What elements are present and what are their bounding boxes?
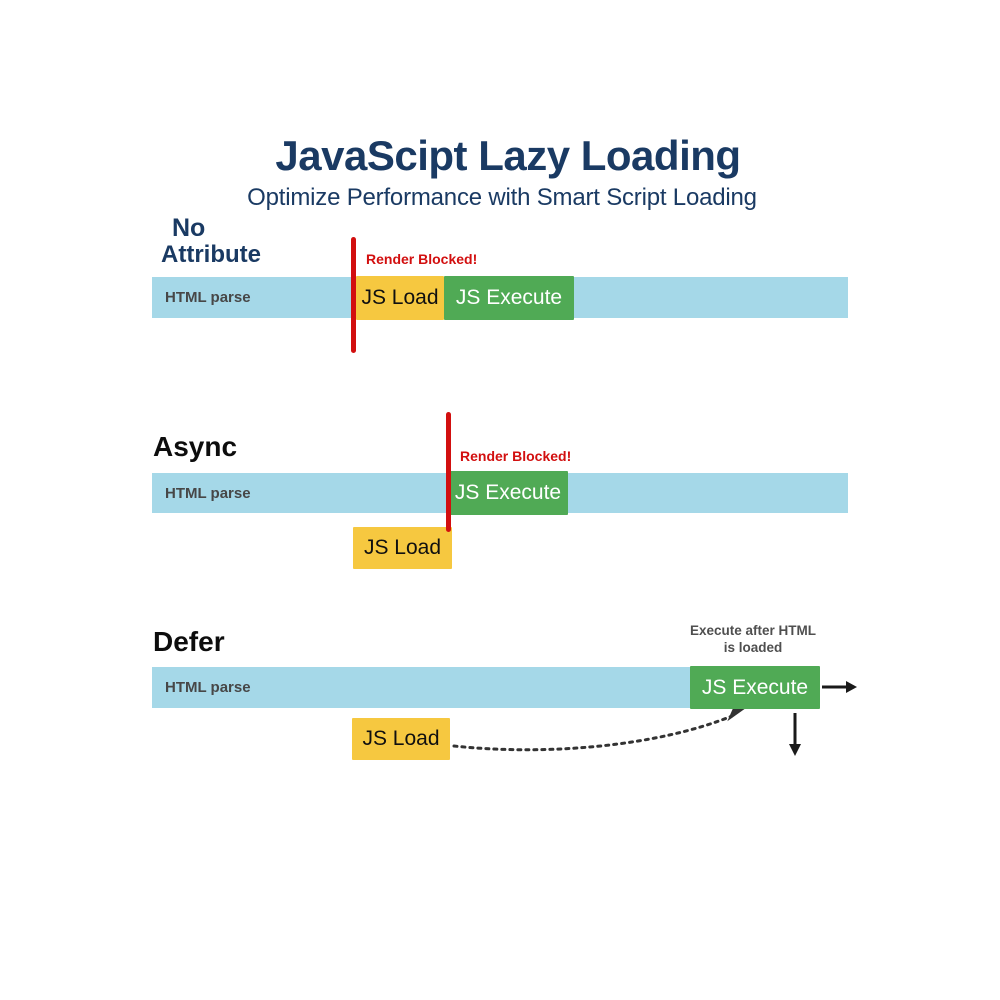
render-blocked-text-no-attribute: Render Blocked! xyxy=(366,251,478,267)
defer-note-line2: is loaded xyxy=(723,640,783,655)
js-execute-box-defer: JS Execute xyxy=(690,666,820,709)
html-parse-label-async: HTML parse xyxy=(165,484,251,502)
js-execute-box-no-attribute: JS Execute xyxy=(444,276,574,320)
page-title: JavaScipt Lazy Loading xyxy=(275,132,741,179)
defer-down-arrow-icon xyxy=(789,713,801,756)
section-no-attribute-label-line2: Attribute xyxy=(161,241,261,268)
js-execute-box-async: JS Execute xyxy=(448,471,568,515)
section-defer-label: Defer xyxy=(153,626,225,657)
js-load-label-defer: JS Load xyxy=(362,727,440,750)
section-no-attribute-label-line1: No xyxy=(172,214,206,242)
render-block-line-async xyxy=(446,412,451,532)
js-load-label-no-attribute: JS Load xyxy=(361,286,439,309)
js-load-box-no-attribute: JS Load xyxy=(356,276,444,320)
html-parse-label-no-attribute: HTML parse xyxy=(165,289,251,306)
defer-right-arrow-icon xyxy=(822,681,857,693)
defer-dotted-arrow-icon xyxy=(452,704,746,752)
html-parse-bar-defer: HTML parse xyxy=(152,667,690,708)
section-async-label: Async xyxy=(153,431,238,462)
js-load-label-async: JS Load xyxy=(363,536,442,559)
render-block-line-no-attribute xyxy=(351,237,356,353)
js-execute-label-defer: JS Execute xyxy=(701,675,809,699)
js-execute-label-no-attribute: JS Execute xyxy=(455,286,563,309)
js-execute-label-async: JS Execute xyxy=(454,481,562,504)
defer-note-line1: Execute after HTML xyxy=(689,623,817,638)
defer-note: Execute after HTML is loaded xyxy=(658,622,848,656)
render-blocked-text-async: Render Blocked! xyxy=(460,448,572,464)
html-parse-label-defer: HTML parse xyxy=(165,679,251,696)
page-subtitle: Optimize Performance with Smart Script L… xyxy=(247,184,757,211)
js-load-box-async: JS Load xyxy=(353,527,452,569)
js-load-box-defer: JS Load xyxy=(352,718,450,760)
